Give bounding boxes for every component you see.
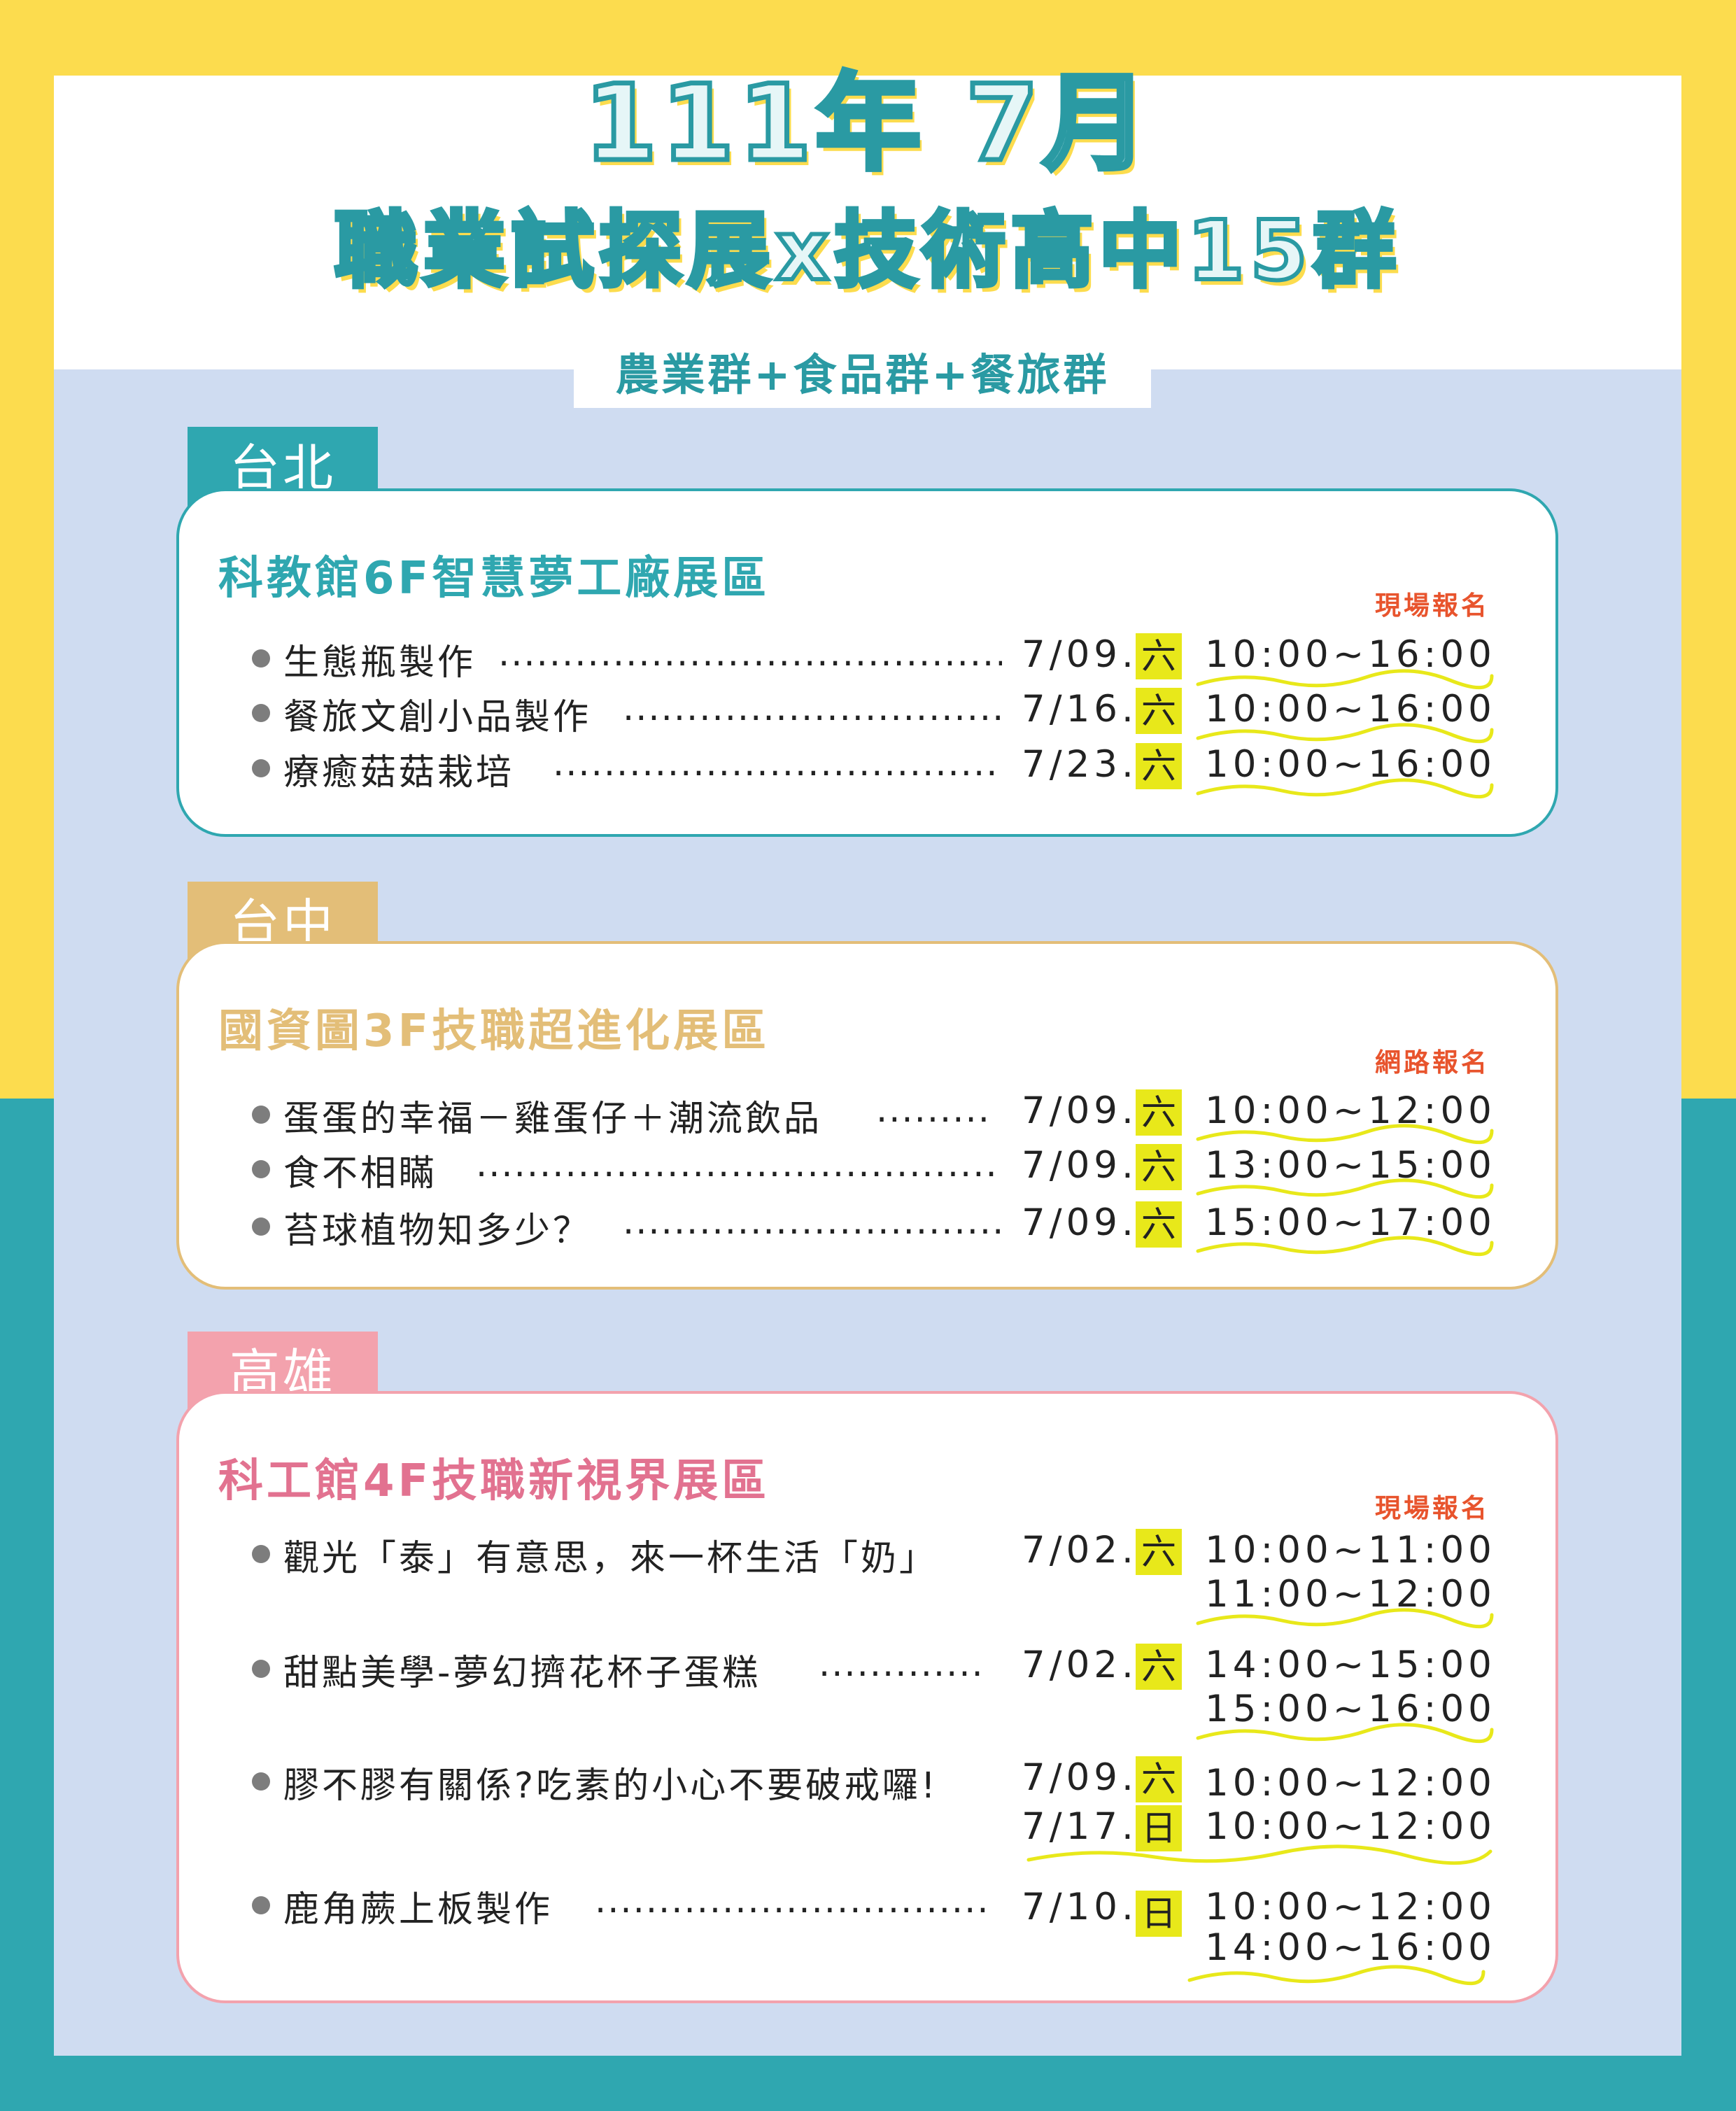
section-card-taipei bbox=[176, 488, 1558, 837]
bullet-icon bbox=[252, 1772, 270, 1791]
title-month: 111年 7月 bbox=[581, 61, 1152, 188]
leader-dots: ............................... bbox=[595, 1880, 990, 1921]
bullet-icon bbox=[252, 1896, 270, 1914]
time-slot: 10:00~12:00 bbox=[1205, 1762, 1496, 1805]
section-card-kaohsiung bbox=[176, 1391, 1558, 2003]
day-badge: 六 bbox=[1136, 633, 1182, 679]
leader-dots: .............................. bbox=[623, 688, 1002, 729]
squiggle-line bbox=[1196, 723, 1494, 744]
date: 7/23. bbox=[1022, 743, 1138, 786]
time-slot: 10:00~16:00 bbox=[1205, 633, 1496, 676]
date: 7/02. bbox=[1022, 1644, 1138, 1686]
activity-name: 蛋蛋的幸福－雞蛋仔＋潮流飲品 bbox=[283, 1099, 823, 1140]
leader-dots: .................................... bbox=[553, 743, 1002, 784]
date: 7/09. bbox=[1022, 633, 1138, 676]
activity-name: 觀光「泰」有意思，來一杯生活「奶」 bbox=[283, 1538, 938, 1579]
time-slot: 15:00~17:00 bbox=[1205, 1201, 1496, 1244]
activity-name: 生態瓶製作 bbox=[283, 642, 477, 684]
section-card-taichung bbox=[176, 941, 1558, 1290]
bullet-icon bbox=[252, 704, 270, 722]
day-badge: 日 bbox=[1136, 1891, 1182, 1937]
squiggle-line bbox=[1187, 1965, 1486, 1986]
date: 7/09. bbox=[1022, 1089, 1138, 1132]
day-badge: 六 bbox=[1136, 1201, 1182, 1248]
time-slot: 10:00~16:00 bbox=[1205, 743, 1496, 786]
date: 7/09. bbox=[1022, 1756, 1138, 1799]
activity-name: 鹿角蕨上板製作 bbox=[283, 1889, 553, 1930]
header-panel bbox=[54, 76, 1681, 369]
activity-name: 甜點美學-夢幻擠花杯子蛋糕 bbox=[283, 1653, 761, 1694]
day-badge: 六 bbox=[1136, 688, 1182, 734]
registration-label-taichung: 網路報名 bbox=[1375, 1047, 1490, 1078]
time-slot: 10:00~12:00 bbox=[1205, 1805, 1496, 1848]
squiggle-line bbox=[1196, 669, 1494, 690]
bullet-icon bbox=[252, 1545, 270, 1563]
time-slot: 11:00~12:00 bbox=[1205, 1573, 1496, 1616]
day-badge: 六 bbox=[1136, 1089, 1182, 1136]
activity-name: 餐旅文創小品製作 bbox=[283, 697, 592, 738]
date: 7/16. bbox=[1022, 688, 1138, 730]
time-slot: 10:00~11:00 bbox=[1205, 1529, 1496, 1572]
title-event: 職業試探展x技術高中15群 bbox=[332, 200, 1402, 301]
day-badge: 六 bbox=[1136, 1144, 1182, 1190]
squiggle-line bbox=[1026, 1844, 1492, 1865]
squiggle-line bbox=[1196, 1178, 1494, 1199]
squiggle-line bbox=[1196, 1608, 1494, 1629]
bullet-icon bbox=[252, 1160, 270, 1178]
venue-title-taipei: 科教館6F智慧夢工廠展區 bbox=[218, 553, 770, 605]
squiggle-line bbox=[1196, 1124, 1494, 1145]
venue-title-kaohsiung: 科工館4F技職新視界展區 bbox=[218, 1455, 770, 1507]
time-slot: 15:00~16:00 bbox=[1205, 1688, 1496, 1730]
subtitle-groups: 農業群+食品群+餐旅群 bbox=[574, 341, 1151, 408]
date: 7/09. bbox=[1022, 1144, 1138, 1187]
activity-name: 膠不膠有關係?吃素的小心不要破戒囉! bbox=[283, 1765, 938, 1807]
bullet-icon bbox=[252, 649, 270, 668]
activity-name: 苔球植物知多少？ bbox=[283, 1210, 592, 1252]
day-badge: 六 bbox=[1136, 743, 1182, 789]
time-slot: 14:00~16:00 bbox=[1205, 1926, 1496, 1969]
day-badge: 六 bbox=[1136, 1756, 1182, 1802]
bullet-icon bbox=[252, 759, 270, 777]
squiggle-line bbox=[1196, 778, 1494, 799]
bullet-icon bbox=[252, 1106, 270, 1124]
date: 7/17. bbox=[1022, 1805, 1138, 1848]
venue-title-taichung: 國資圖3F技職超進化展區 bbox=[218, 1005, 770, 1057]
time-slot: 10:00~16:00 bbox=[1205, 688, 1496, 730]
leader-dots: ............. bbox=[819, 1644, 985, 1685]
day-badge: 日 bbox=[1136, 1805, 1182, 1851]
registration-label-kaohsiung: 現場報名 bbox=[1375, 1493, 1490, 1523]
time-slot: 10:00~12:00 bbox=[1205, 1886, 1496, 1928]
time-slot: 13:00~15:00 bbox=[1205, 1144, 1496, 1187]
bullet-icon bbox=[252, 1217, 270, 1236]
leader-dots: .............................. bbox=[623, 1201, 1002, 1243]
activity-name: 療癒菇菇栽培 bbox=[283, 752, 515, 793]
day-badge: 六 bbox=[1136, 1529, 1182, 1575]
date: 7/10. bbox=[1022, 1886, 1138, 1928]
registration-label-taipei: 現場報名 bbox=[1375, 591, 1490, 621]
date: 7/02. bbox=[1022, 1529, 1138, 1572]
time-slot: 10:00~12:00 bbox=[1205, 1089, 1496, 1132]
bullet-icon bbox=[252, 1660, 270, 1678]
time-slot: 14:00~15:00 bbox=[1205, 1644, 1496, 1686]
leader-dots: ........................................ bbox=[498, 633, 1002, 675]
squiggle-line bbox=[1196, 1723, 1494, 1744]
activity-name: 食不相瞞 bbox=[283, 1153, 438, 1194]
date: 7/09. bbox=[1022, 1201, 1138, 1244]
leader-dots: ........................................… bbox=[476, 1144, 998, 1185]
day-badge: 六 bbox=[1136, 1644, 1182, 1690]
leader-dots: ......... bbox=[876, 1089, 991, 1131]
squiggle-line bbox=[1196, 1236, 1494, 1257]
